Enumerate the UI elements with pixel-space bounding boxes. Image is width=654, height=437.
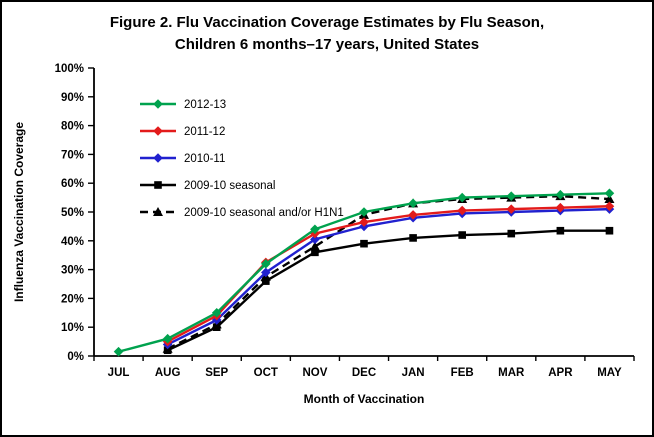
legend-marker-2010-11 xyxy=(153,152,163,163)
y-tick-label: 0% xyxy=(67,351,84,363)
data-point-2009-10 seasonal xyxy=(458,230,466,239)
data-point-2012-13 xyxy=(113,346,124,356)
y-tick-label: 60% xyxy=(61,178,84,190)
legend-marker-2009-10 seasonal xyxy=(154,180,162,189)
data-point-2012-13 xyxy=(310,223,320,234)
y-tick-label: 40% xyxy=(61,235,84,247)
legend-label-2011-12: 2011-12 xyxy=(184,126,225,138)
legend-label-2009-10 seasonal and/or H1N1: 2009-10 seasonal and/or H1N1 xyxy=(184,207,344,219)
data-point-2009-10 seasonal and/or H1N1 xyxy=(604,193,615,203)
data-point-2012-13 xyxy=(457,192,467,202)
x-tick-label: AUG xyxy=(155,367,181,379)
data-point-2012-13 xyxy=(555,189,566,200)
chart-title-line1: Figure 2. Flu Vaccination Coverage Estim… xyxy=(109,14,545,31)
series-line-2010-11 xyxy=(167,207,610,346)
data-point-2009-10 seasonal xyxy=(360,239,368,247)
x-axis-title: Month of Vaccination xyxy=(303,391,425,406)
x-tick-label: FEB xyxy=(451,367,474,379)
data-point-2009-10 seasonal xyxy=(605,226,614,235)
x-tick-label: APR xyxy=(548,367,573,379)
legend-marker-2011-12 xyxy=(153,125,163,136)
flu-coverage-line-chart: 0% 10% 20% 30% 40% 50% 60% 70% 80% 90% 100% JUL AUG S… xyxy=(55,63,635,379)
x-tick-label: OCT xyxy=(254,367,278,379)
y-tick-label: 80% xyxy=(61,120,84,132)
y-axis-title: Influenza Vaccination Coverage xyxy=(12,121,26,302)
data-point-2009-10 seasonal xyxy=(163,345,172,354)
y-tick-label: 10% xyxy=(61,322,84,334)
series-line-2009-10 seasonal and/or H1N1 xyxy=(167,194,610,350)
x-tick-label: JUL xyxy=(108,367,130,379)
legend-marker-2012-13 xyxy=(153,98,163,109)
data-point-2009-10 seasonal xyxy=(507,229,516,237)
series-line-2009-10 seasonal xyxy=(167,229,610,351)
data-point-2012-13 xyxy=(604,187,615,198)
data-point-2012-13 xyxy=(359,206,369,217)
data-point-2011-12 xyxy=(506,203,517,214)
data-point-2009-10 seasonal xyxy=(409,233,417,242)
data-point-2012-13 xyxy=(408,198,418,208)
data-point-2011-12 xyxy=(359,216,369,227)
data-point-2010-11 xyxy=(310,234,320,244)
y-tick-label: 90% xyxy=(61,91,84,103)
x-tick-label: DEC xyxy=(352,367,376,379)
data-point-2009-10 seasonal xyxy=(212,322,221,331)
data-point-2010-11 xyxy=(261,267,271,277)
data-point-2009-10 seasonal xyxy=(556,226,565,235)
data-point-2009-10 seasonal xyxy=(262,276,270,285)
data-point-2011-12 xyxy=(457,205,467,215)
x-tick-label: MAY xyxy=(597,367,622,379)
chart-title-line2: Children 6 months–17 years, United State… xyxy=(174,35,480,53)
data-point-2012-13 xyxy=(261,258,271,269)
y-tick-label: 20% xyxy=(61,293,84,305)
y-tick-label: 70% xyxy=(61,149,84,161)
data-point-2009-10 seasonal xyxy=(311,248,319,256)
x-tick-label: NOV xyxy=(302,367,327,379)
x-tick-label: MAR xyxy=(498,367,525,379)
data-point-2009-10 seasonal and/or H1N1 xyxy=(309,241,320,251)
x-tick-label: JAN xyxy=(402,367,425,379)
data-point-2011-12 xyxy=(408,209,418,220)
data-point-2011-12 xyxy=(555,202,566,212)
y-tick-label: 30% xyxy=(61,264,84,276)
legend-marker-2009-10 seasonal and/or H1N1 xyxy=(153,206,163,216)
data-point-2012-13 xyxy=(211,307,222,318)
chart-area: Influenza Vaccination Coverage 0% 10% 20% 3… xyxy=(2,56,652,435)
data-point-2012-13 xyxy=(506,190,517,201)
data-point-2012-13 xyxy=(162,333,173,344)
chart-title-block: Figure 2. Flu Vaccination Coverage Estim… xyxy=(2,2,652,56)
data-point-2011-12 xyxy=(604,200,615,211)
series-line-2011-12 xyxy=(167,204,610,343)
legend-label-2009-10 seasonal: 2009-10 seasonal xyxy=(184,180,275,192)
legend-label-2012-13: 2012-13 xyxy=(184,99,226,111)
y-tick-label: 50% xyxy=(61,207,84,219)
x-tick-label: SEP xyxy=(205,367,228,379)
legend-label-2010-11: 2010-11 xyxy=(184,153,225,165)
y-tick-label: 100% xyxy=(55,63,84,75)
